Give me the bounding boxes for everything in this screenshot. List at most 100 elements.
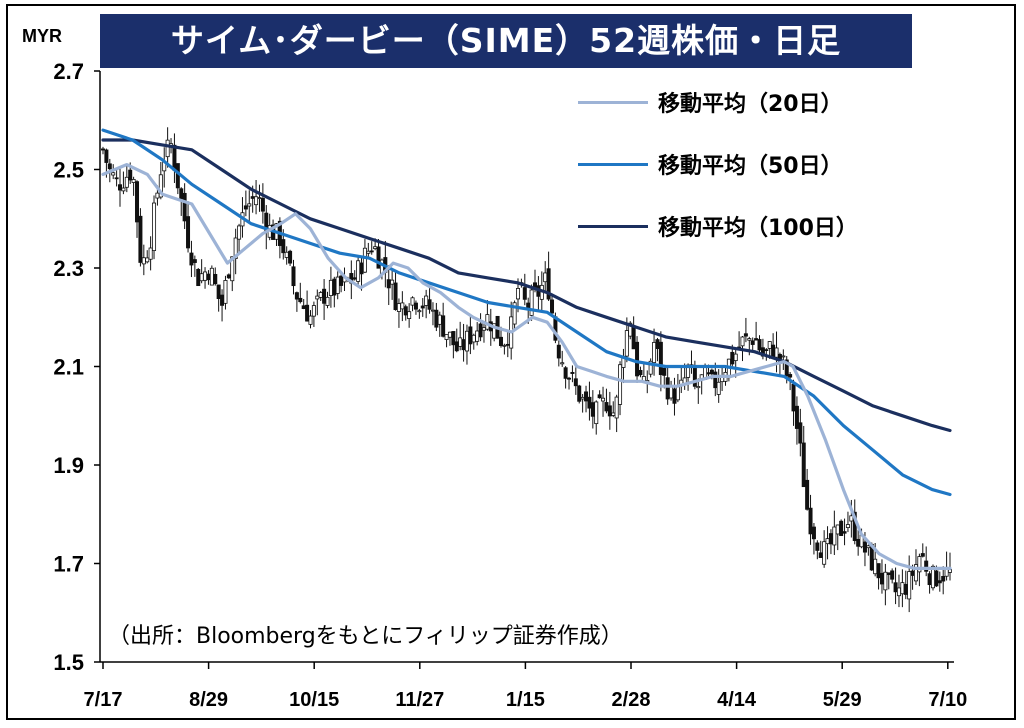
candle-body <box>237 225 242 240</box>
candle-body <box>750 340 755 345</box>
candle-body <box>121 187 126 192</box>
candle-body <box>441 315 446 337</box>
candle-body <box>835 524 840 535</box>
candle-body <box>284 251 289 258</box>
x-tick-labels: 7/17 8/29 10/15 11/27 1/15 2/28 4/14 5/29 7/10 <box>84 689 968 711</box>
legend-label-ma20: 移動平均（20日） <box>658 92 843 117</box>
candle-body <box>730 351 735 365</box>
candle-body <box>182 192 187 222</box>
candle-body <box>515 288 520 300</box>
candle-body <box>567 377 572 380</box>
candle-body <box>158 174 163 198</box>
candle-body <box>308 315 313 325</box>
candle-body <box>325 296 330 306</box>
candle-body <box>832 526 837 546</box>
x-tick-label: 8/29 <box>189 689 228 711</box>
y-tick-label: 1.9 <box>53 453 84 478</box>
x-tick-label: 11/27 <box>395 689 444 711</box>
legend-label-ma50: 移動平均（50日） <box>658 154 843 179</box>
candle-body <box>104 149 109 163</box>
candle-body <box>774 347 779 358</box>
candle-body <box>706 372 711 375</box>
x-tick-label: 7/10 <box>928 689 967 711</box>
candle-body <box>597 394 602 399</box>
candle-body <box>247 203 252 207</box>
candle-body <box>879 572 884 585</box>
candle-body <box>805 479 810 510</box>
candle-body <box>543 272 548 283</box>
candle-body <box>747 338 752 341</box>
candle-body <box>648 360 653 375</box>
candle-body <box>903 583 908 595</box>
legend-label-ma100: 移動平均（100日） <box>658 216 858 241</box>
candle-body <box>322 288 327 304</box>
candle-body <box>665 377 670 400</box>
candle-body <box>471 334 476 343</box>
candle-body <box>111 172 116 176</box>
candle-body <box>594 401 599 425</box>
candle-body <box>152 202 157 251</box>
candle-body <box>475 330 480 342</box>
candle-body <box>784 359 789 377</box>
x-tick-label: 1/15 <box>506 689 545 711</box>
candle-body <box>366 250 371 254</box>
candle-body <box>223 280 228 304</box>
x-tick-label: 7/17 <box>84 689 123 711</box>
candle-body <box>924 560 929 572</box>
legend-item-ma100: 移動平均（100日） <box>570 210 930 241</box>
x-tick-label: 10/15 <box>289 689 339 711</box>
candle-body <box>767 341 772 349</box>
candle-body <box>852 511 857 541</box>
candle-body <box>713 371 718 389</box>
candle-body <box>913 564 918 582</box>
candle-body <box>318 292 323 298</box>
candle-body <box>451 331 456 346</box>
candles <box>101 127 953 613</box>
candle-body <box>502 344 507 347</box>
candle-body <box>118 184 123 191</box>
candle-body <box>573 378 578 387</box>
candle-body <box>179 188 184 200</box>
candle-body <box>294 292 299 300</box>
candle-body <box>907 571 912 600</box>
candle-body <box>189 252 194 266</box>
ma50-line <box>101 128 952 497</box>
candle-body <box>883 571 888 591</box>
source-note: （出所：Bloombergをもとにフィリップ証券作成） <box>108 624 623 649</box>
candle-body <box>764 349 769 352</box>
candle-body <box>226 274 231 279</box>
candle-body <box>587 396 592 409</box>
candle-body <box>148 247 153 260</box>
candle-body <box>216 284 221 300</box>
y-tick-label: 2.3 <box>53 256 84 281</box>
candle-body <box>505 343 510 346</box>
y-tick-labels: 2.7 2.5 2.3 2.1 1.9 1.7 1.5 <box>53 59 84 675</box>
candle-body <box>410 297 415 306</box>
candle-body <box>611 412 616 416</box>
candle-body <box>862 541 867 553</box>
candle-body <box>155 192 160 199</box>
candle-body <box>866 545 871 549</box>
candle-body <box>672 388 677 404</box>
candle-body <box>927 573 932 586</box>
candle-body <box>243 205 248 210</box>
candle-body <box>145 257 150 263</box>
candle-body <box>458 337 463 347</box>
candle-body <box>352 277 357 280</box>
candle-body <box>556 344 561 359</box>
candle-body <box>434 309 439 328</box>
candle-body <box>808 507 813 535</box>
candle-body <box>339 275 344 286</box>
candle-body <box>740 336 745 347</box>
candle-body <box>420 305 425 309</box>
legend-swatch-ma20 <box>578 101 648 104</box>
candle-body <box>124 176 129 188</box>
candle-body <box>335 276 340 294</box>
candle-body <box>614 396 619 419</box>
candle-body <box>424 295 429 306</box>
candle-body <box>206 273 211 281</box>
candle-body <box>910 570 915 576</box>
candle-body <box>464 330 469 352</box>
candle-body <box>400 302 405 310</box>
moving-average-lines <box>101 128 952 570</box>
